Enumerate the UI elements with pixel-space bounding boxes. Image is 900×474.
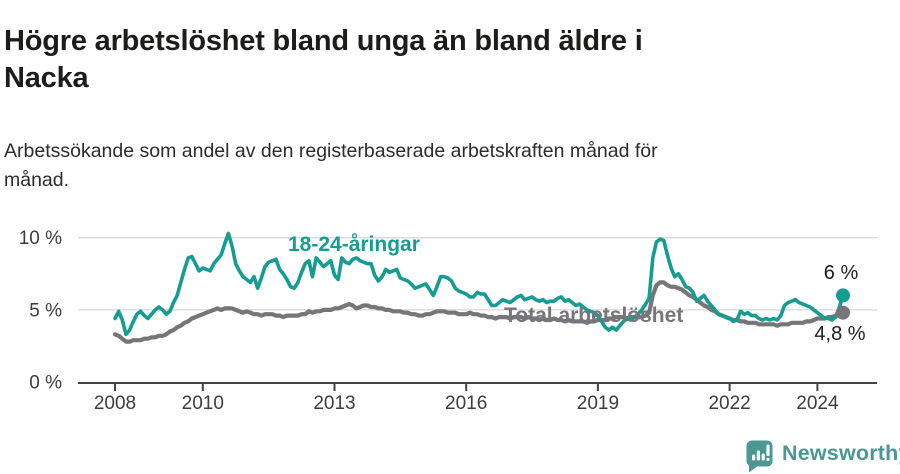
y-tick-label: 0 % <box>29 373 62 394</box>
x-axis: 2008 2010 2013 2016 2019 2022 2024 <box>78 382 877 414</box>
x-tick-label: 2016 <box>445 393 487 414</box>
x-tick-label: 2008 <box>94 393 136 414</box>
newsworthy-logo: Newsworthy <box>746 440 900 473</box>
x-tick-label: 2024 <box>796 393 839 414</box>
series-line-young <box>113 231 845 337</box>
y-tick-label: 10 % <box>19 228 62 249</box>
page-title: Högre arbetslöshet bland unga än bland ä… <box>4 23 884 97</box>
x-tick-label: 2013 <box>313 393 355 414</box>
end-value-annotation-young: 6 % <box>824 262 859 284</box>
brand-name: Newsworthy <box>782 441 900 465</box>
page-title-line1: Högre arbetslöshet bland unga än bland ä… <box>4 25 643 58</box>
chart-subtitle: Arbetssökande som andel av den registerb… <box>4 137 864 195</box>
bar-chart-speech-bubble-icon <box>746 440 773 473</box>
end-dot-total <box>836 305 850 320</box>
y-tick-label: 5 % <box>29 300 62 321</box>
end-value-annotation-total: 4,8 % <box>814 323 865 345</box>
series-label-young: 18-24-åringar <box>288 233 420 256</box>
x-tick-label: 2019 <box>577 393 619 414</box>
series-lines <box>112 231 846 344</box>
end-dot-young <box>836 288 850 303</box>
series-line-total <box>112 280 846 344</box>
chart-subtitle-line2: månad. <box>4 168 70 191</box>
chart-subtitle-line1: Arbetssökande som andel av den registerb… <box>4 139 658 162</box>
page-title-line2: Nacka <box>4 62 89 95</box>
x-tick-label: 2010 <box>182 393 224 414</box>
x-tick-label: 2022 <box>708 393 750 414</box>
series-end-dots <box>836 288 850 320</box>
series-label-total: Total arbetslöshet <box>504 304 683 327</box>
